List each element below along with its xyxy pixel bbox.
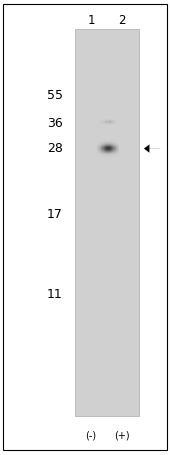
- Bar: [75, 30, 139, 416]
- Text: 11: 11: [47, 287, 63, 300]
- Text: 17: 17: [47, 207, 63, 220]
- Text: (+): (+): [114, 430, 129, 440]
- Text: (-): (-): [85, 430, 97, 440]
- Text: 55: 55: [47, 89, 63, 102]
- Text: 28: 28: [47, 142, 63, 154]
- Text: 36: 36: [47, 116, 63, 129]
- Text: 2: 2: [118, 14, 125, 27]
- Text: 1: 1: [87, 14, 95, 27]
